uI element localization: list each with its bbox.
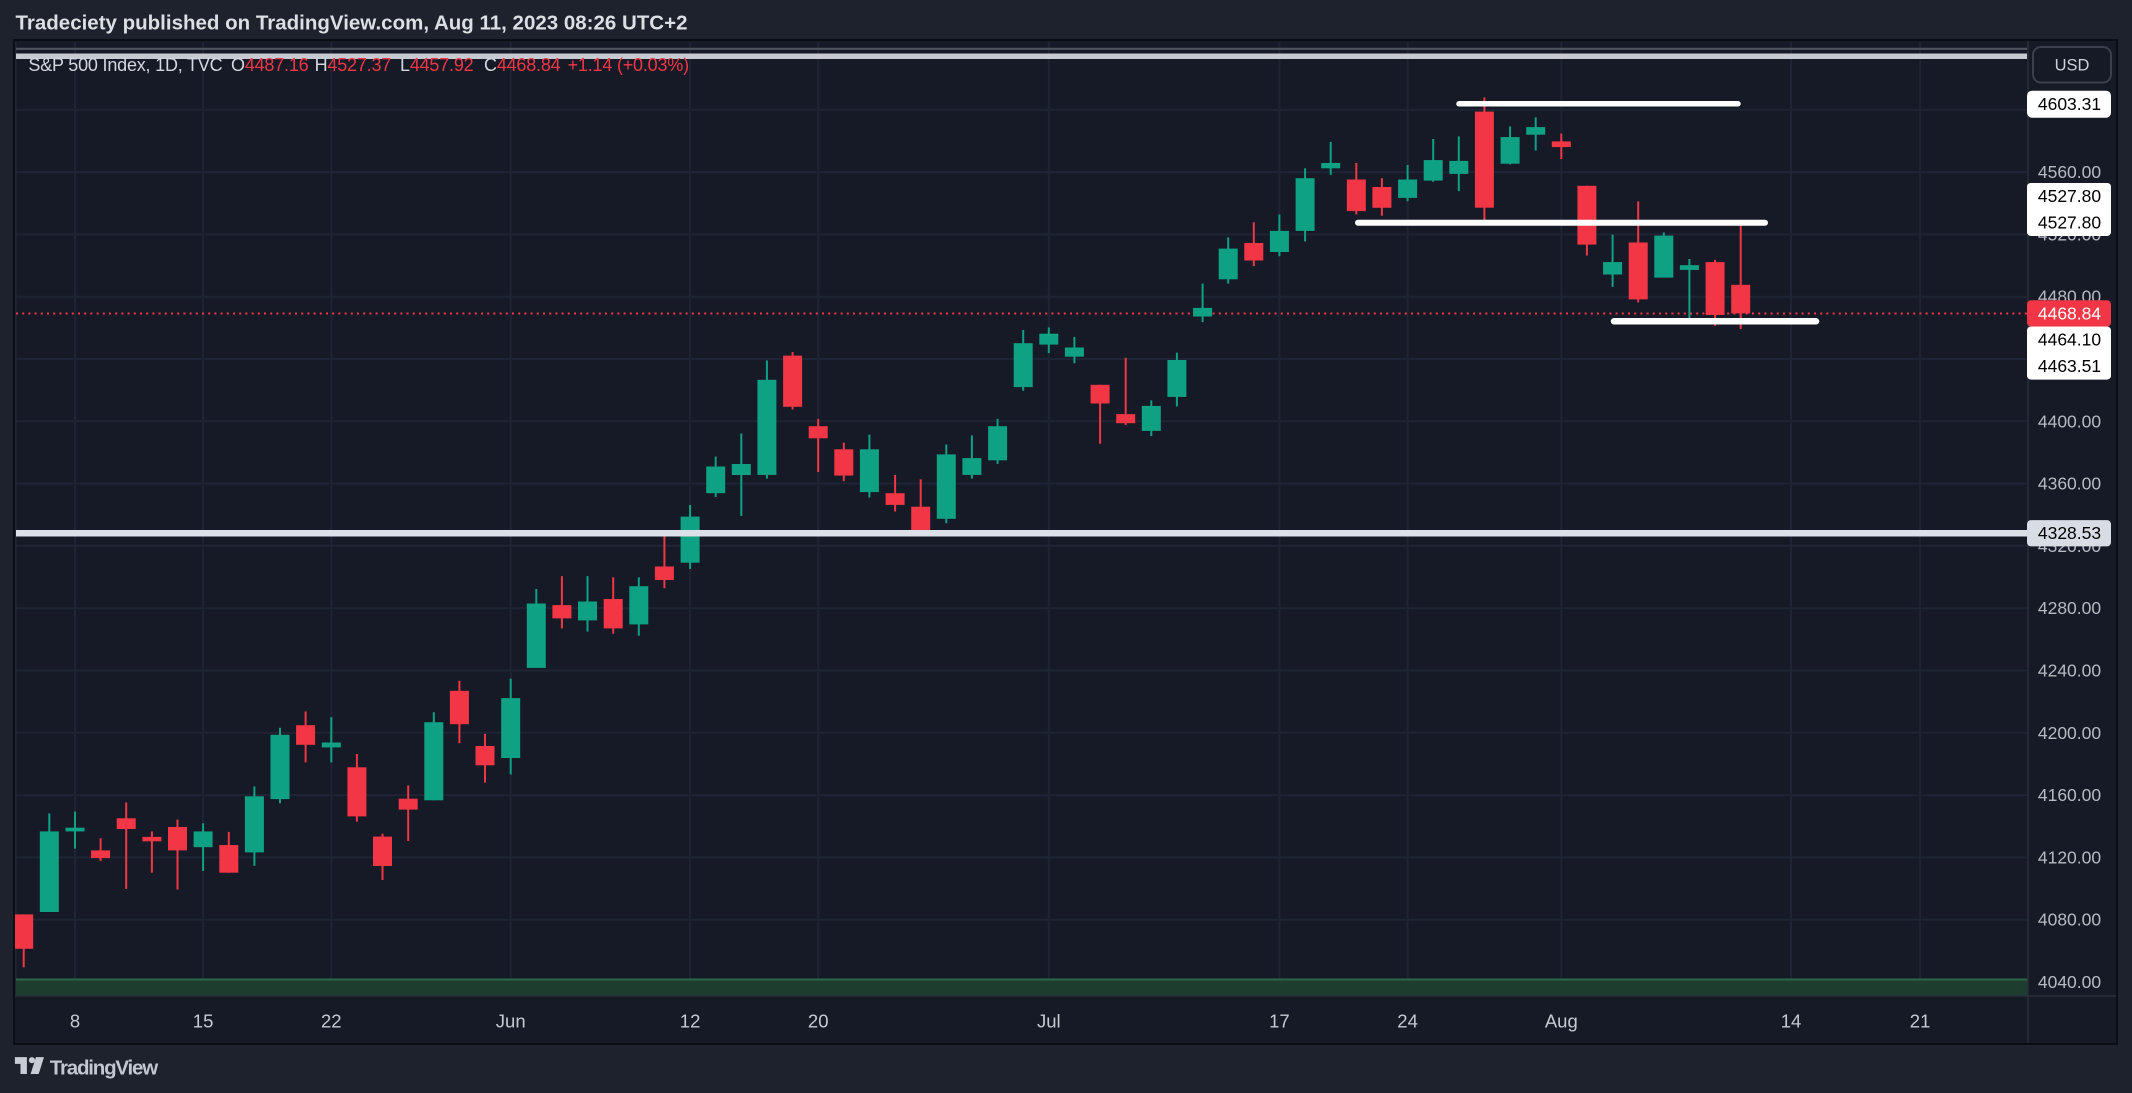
- svg-text:4040.00: 4040.00: [2038, 972, 2102, 992]
- svg-text:Tradeciety published on Tradin: Tradeciety published on TradingView.com,…: [16, 12, 688, 35]
- svg-text:4464.10: 4464.10: [2038, 330, 2102, 350]
- svg-text:USD: USD: [2055, 57, 2090, 75]
- svg-text:4240.00: 4240.00: [2038, 661, 2102, 681]
- svg-text:4160.00: 4160.00: [2038, 785, 2102, 805]
- svg-text:O4487.16: O4487.16: [231, 55, 309, 75]
- svg-text:Aug: Aug: [1545, 1011, 1578, 1032]
- svg-text:4560.00: 4560.00: [2038, 162, 2102, 182]
- svg-text:4468.84: 4468.84: [2038, 303, 2102, 323]
- svg-text:C4468.84: C4468.84: [484, 55, 561, 75]
- svg-text:4463.51: 4463.51: [2038, 356, 2101, 376]
- svg-text:24: 24: [1397, 1011, 1418, 1032]
- svg-text:4603.31: 4603.31: [2038, 94, 2101, 114]
- svg-text:4120.00: 4120.00: [2038, 847, 2102, 867]
- svg-text:17: 17: [1269, 1011, 1290, 1032]
- svg-text:14: 14: [1781, 1011, 1802, 1032]
- svg-text:4360.00: 4360.00: [2038, 474, 2102, 494]
- svg-text:12: 12: [680, 1011, 701, 1032]
- svg-text:4280.00: 4280.00: [2038, 598, 2102, 618]
- svg-text:L4457.92: L4457.92: [400, 55, 474, 75]
- svg-text:4400.00: 4400.00: [2038, 411, 2102, 431]
- svg-text:22: 22: [321, 1011, 342, 1032]
- svg-text:4527.80: 4527.80: [2038, 213, 2102, 233]
- svg-text:8: 8: [70, 1011, 80, 1032]
- svg-text:4527.80: 4527.80: [2038, 186, 2102, 206]
- svg-text:+1.14 (+0.03%): +1.14 (+0.03%): [568, 55, 689, 75]
- svg-text:4328.53: 4328.53: [2038, 523, 2101, 543]
- svg-text:S&P 500 Index, 1D, TVC: S&P 500 Index, 1D, TVC: [28, 55, 222, 75]
- svg-text:TradingView: TradingView: [50, 1057, 158, 1080]
- svg-text:4080.00: 4080.00: [2038, 910, 2102, 930]
- svg-text:15: 15: [193, 1011, 214, 1032]
- svg-text:20: 20: [808, 1011, 829, 1032]
- svg-text:21: 21: [1910, 1011, 1931, 1032]
- svg-text:Jun: Jun: [496, 1011, 526, 1032]
- svg-text:H4527.37: H4527.37: [315, 55, 392, 75]
- svg-text:4200.00: 4200.00: [2038, 723, 2102, 743]
- svg-text:Jul: Jul: [1037, 1011, 1061, 1032]
